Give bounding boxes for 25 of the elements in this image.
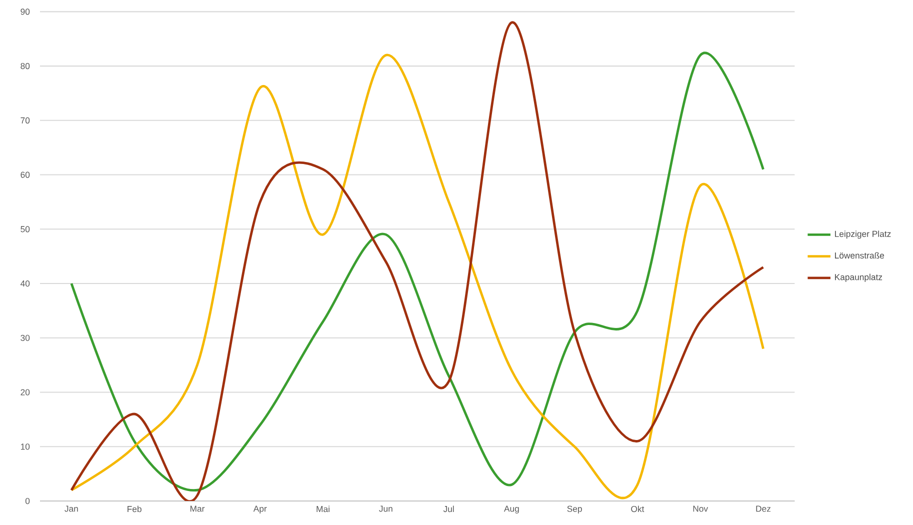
x-tick-label: Jun <box>379 506 392 512</box>
y-tick-label: 90 <box>20 8 30 15</box>
x-tick-label: Sep <box>567 506 582 514</box>
y-tick-label: 80 <box>20 62 30 70</box>
y-tick-label: 50 <box>20 226 30 232</box>
y-tick-label: 20 <box>20 389 30 396</box>
x-tick-label: Aug <box>504 506 519 514</box>
x-tick-label: Mar <box>190 506 205 512</box>
x-tick-label: Dez <box>756 506 770 512</box>
y-tick-label: 0 <box>25 498 30 504</box>
y-tick-label: 30 <box>20 334 30 341</box>
x-tick-label: Feb <box>128 506 142 512</box>
x-tick-label: Nov <box>693 506 708 512</box>
y-tick-label: 60 <box>20 172 30 178</box>
x-tick-label: Jul <box>443 506 454 512</box>
legend-label: Leipziger Platz <box>835 230 891 239</box>
x-tick-label: Apr <box>253 506 267 514</box>
x-tick-label: Okt <box>631 506 644 512</box>
legend-label: Löwenstraße <box>835 252 884 259</box>
x-tick-label: Mai <box>316 506 330 512</box>
y-tick-label: 10 <box>20 444 30 450</box>
y-tick-label: 40 <box>20 280 30 287</box>
x-tick-label: Jan <box>64 506 78 512</box>
legend-label: Kapaunplatz <box>835 274 882 282</box>
y-tick-label: 70 <box>20 117 30 124</box>
